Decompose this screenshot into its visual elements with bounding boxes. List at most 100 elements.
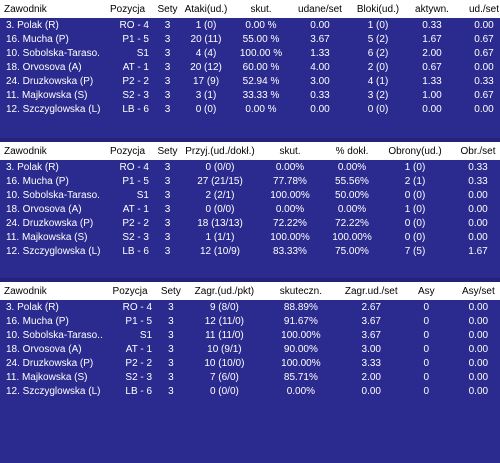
stat-cell: 3 (2): [367, 89, 389, 101]
player-name-cell: 12. Szczyglowska (L): [6, 103, 100, 115]
stat-cell: 0 (0): [404, 217, 426, 229]
table-row[interactable]: 3. Polak (R) RO - 4 3 9 (8/0) 88.89% 2.67 0 0.0…: [0, 300, 500, 314]
column-header[interactable]: skut.: [260, 142, 320, 160]
player-name-cell: 11. Majkowska (S): [6, 89, 88, 101]
column-header[interactable]: Ataki(ud.): [180, 0, 232, 18]
stat-cell: 1.67: [468, 245, 488, 257]
table-row[interactable]: 24. Druzkowska (P) P2 - 2 3 10 (10/0) 100.00…: [0, 356, 500, 370]
stat-cell: 3.33: [361, 357, 381, 369]
table-row[interactable]: 11. Majkowska (S) S2 - 3 3 1 (1/1) 100.00% 10…: [0, 230, 500, 244]
stat-cell: 0.00: [310, 103, 330, 115]
column-header[interactable]: Zawodnik: [0, 142, 100, 160]
column-header[interactable]: ud./set: [458, 0, 500, 18]
table-row[interactable]: 11. Majkowska (S) S2 - 3 3 7 (6/0) 85.71% 2.0…: [0, 370, 500, 384]
stat-cell: 0 (0): [404, 231, 426, 243]
player-name-cell: 11. Majkowska (S): [6, 231, 88, 243]
serve-stats-table: Zawodnik Pozycja Sety Zagr.(ud./pkt) sku…: [0, 282, 500, 398]
column-header[interactable]: Pozycja: [100, 0, 155, 18]
stat-cell: 0.00: [468, 371, 489, 383]
table-row[interactable]: 16. Mucha (P) P1 - 5 3 20 (11) 55.00 % 3.67 5 …: [0, 32, 500, 46]
stat-cell: 3.00: [310, 75, 330, 87]
column-header[interactable]: Sety: [158, 282, 184, 300]
column-header[interactable]: Sety: [155, 142, 180, 160]
column-header[interactable]: % dokł.: [320, 142, 384, 160]
position-cell: RO - 4: [119, 161, 149, 173]
stat-cell: 0.00%: [275, 161, 305, 173]
column-header[interactable]: Zagr.ud./set: [336, 282, 406, 300]
stat-cell: 3: [164, 89, 171, 101]
table-row[interactable]: 12. Szczyglowska (L) LB - 6 3 12 (10/9) 83.3…: [0, 244, 500, 258]
table-row[interactable]: 18. Orvosova (A) AT - 1 3 10 (9/1) 90.00% 3.0…: [0, 342, 500, 356]
column-header[interactable]: Pozycja: [100, 142, 155, 160]
stat-cell: 3.67: [361, 329, 381, 341]
table-row[interactable]: 12. Szczyglowska (L) LB - 6 3 0 (0) 0.00 % 0.…: [0, 102, 500, 116]
stat-cell: 0.00%: [337, 203, 367, 215]
column-header[interactable]: Asy: [405, 282, 447, 300]
column-header[interactable]: skut.: [232, 0, 290, 18]
column-header[interactable]: Przyj.(ud./dokł.): [180, 142, 260, 160]
stat-cell: 100.00%: [332, 231, 372, 243]
player-name-cell: 18. Orvosova (A): [6, 343, 82, 355]
table-row[interactable]: 3. Polak (R) RO - 4 3 1 (0) 0.00 % 0.00 1 (0) 0…: [0, 18, 500, 32]
table-row[interactable]: 10. Sobolska-Taraso... S1 3 11 (11/0) 100.00…: [0, 328, 500, 342]
stat-cell: 0: [423, 301, 430, 313]
column-header[interactable]: Zawodnik: [0, 282, 102, 300]
position-cell: LB - 6: [122, 103, 149, 115]
stat-cell: 2.00: [361, 371, 381, 383]
column-header[interactable]: Zawodnik: [0, 0, 100, 18]
reception-stats-panel: Zawodnik Pozycja Sety Przyj.(ud./dokł.) …: [0, 142, 500, 258]
stat-cell: 0.00%: [286, 385, 316, 397]
table-row[interactable]: 24. Druzkowska (P) P2 - 2 3 17 (9) 52.94 % 3.…: [0, 74, 500, 88]
player-name-cell: 3. Polak (R): [6, 301, 59, 313]
table-row[interactable]: 12. Szczyglowska (L) LB - 6 3 0 (0/0) 0.00% 0…: [0, 384, 500, 398]
stat-cell: 72.22%: [335, 217, 369, 229]
stat-cell: 12 (10/9): [199, 245, 241, 257]
table-row[interactable]: 11. Majkowska (S) S2 - 3 3 3 (1) 33.33 % 0.33…: [0, 88, 500, 102]
stat-cell: 1 (0): [404, 161, 426, 173]
stat-cell: 0: [423, 357, 430, 369]
stat-cell: 3.67: [310, 33, 330, 45]
player-name-cell: 10. Sobolska-Taraso...: [6, 329, 102, 341]
table-row[interactable]: 24. Druzkowska (P) P2 - 2 3 18 (13/13) 72.22…: [0, 216, 500, 230]
column-header[interactable]: Obrony(ud.): [384, 142, 446, 160]
table-row[interactable]: 16. Mucha (P) P1 - 5 3 12 (11/0) 91.67% 3.67 0…: [0, 314, 500, 328]
column-header[interactable]: Pozycja: [102, 282, 159, 300]
stat-cell: 3: [168, 371, 174, 383]
reception-header-row: Zawodnik Pozycja Sety Przyj.(ud./dokł.) …: [0, 142, 500, 160]
column-header[interactable]: Sety: [155, 0, 180, 18]
stat-cell: 3: [164, 47, 171, 59]
stat-cell: 0: [423, 371, 430, 383]
stat-cell: 1 (1/1): [205, 231, 235, 243]
stat-cell: 3: [164, 203, 171, 215]
section-divider: [0, 278, 500, 282]
stat-cell: 55.00 %: [242, 33, 280, 45]
table-row[interactable]: 3. Polak (R) RO - 4 3 0 (0/0) 0.00% 0.00% 1 (0…: [0, 160, 500, 174]
stat-cell: 75.00%: [335, 245, 369, 257]
position-cell: P1 - 5: [122, 175, 149, 187]
stat-cell: 33.33 %: [242, 89, 280, 101]
stat-cell: 3: [164, 175, 171, 187]
table-row[interactable]: 18. Orvosova (A) AT - 1 3 20 (12) 60.00 % 4.0…: [0, 60, 500, 74]
player-name-cell: 12. Szczyglowska (L): [6, 385, 101, 397]
table-row[interactable]: 16. Mucha (P) P1 - 5 3 27 (21/15) 77.78% 55.5…: [0, 174, 500, 188]
column-header[interactable]: Bloki(ud.): [350, 0, 406, 18]
stat-cell: 50.00%: [335, 189, 369, 201]
section-divider: [0, 138, 500, 142]
table-row[interactable]: 10. Sobolska-Taraso... S1 3 4 (4) 100.00 % 1.…: [0, 46, 500, 60]
column-header[interactable]: udane/set: [290, 0, 350, 18]
serve-stats-panel: Zawodnik Pozycja Sety Zagr.(ud./pkt) sku…: [0, 282, 500, 398]
stat-cell: 3: [168, 329, 174, 341]
player-name-cell: 24. Druzkowska (P): [6, 75, 94, 87]
table-row[interactable]: 10. Sobolska-Taraso... S1 3 2 (2/1) 100.00% 5…: [0, 188, 500, 202]
column-header[interactable]: aktywn.: [406, 0, 458, 18]
position-cell: RO - 4: [122, 301, 153, 313]
stat-cell: 3: [164, 189, 171, 201]
position-cell: AT - 1: [125, 343, 153, 355]
table-row[interactable]: 18. Orvosova (A) AT - 1 3 0 (0/0) 0.00% 0.00%…: [0, 202, 500, 216]
position-cell: AT - 1: [122, 203, 149, 215]
column-header[interactable]: Zagr.(ud./pkt): [183, 282, 266, 300]
column-header[interactable]: Obr./set: [446, 142, 500, 160]
column-header[interactable]: skuteczn.: [265, 282, 337, 300]
column-header[interactable]: Asy/set: [446, 282, 500, 300]
